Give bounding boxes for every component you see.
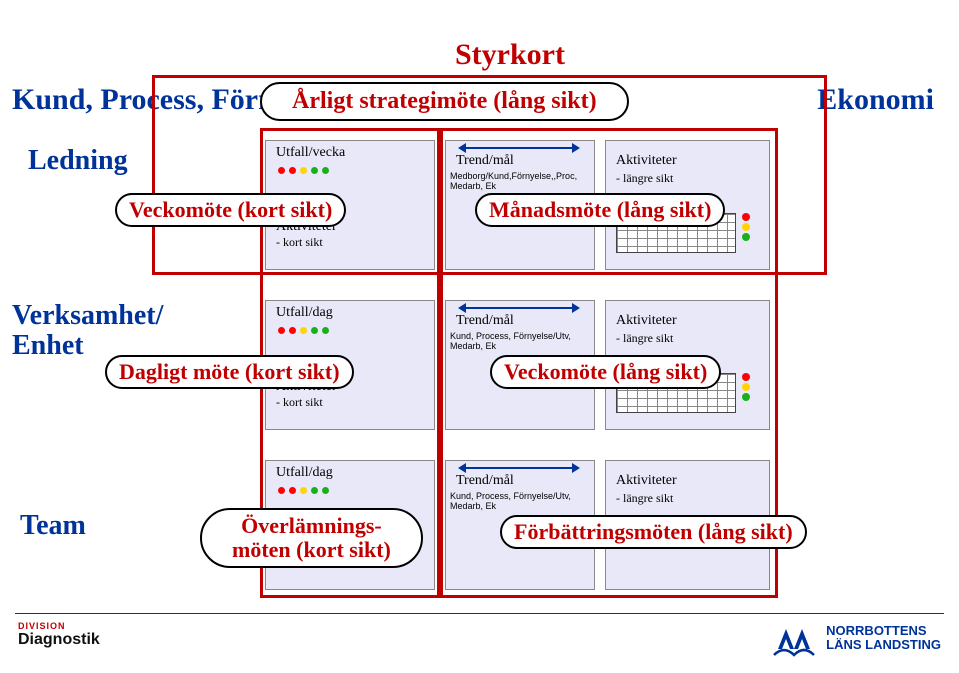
callout-dagligt: Dagligt möte (kort sikt) bbox=[105, 355, 354, 389]
org-line2: LÄNS LANDSTING bbox=[826, 638, 941, 652]
footer-divider bbox=[15, 613, 944, 614]
callout-forbattring: Förbättringsmöten (lång sikt) bbox=[500, 515, 807, 549]
callout-line2: möten (kort sikt) bbox=[232, 537, 391, 562]
slide-canvas: Kund, Process, Förnyelse Ekonomi Ledning… bbox=[0, 20, 959, 613]
title-styrkort: Styrkort bbox=[455, 38, 565, 72]
footer-division-name: Diagnostik bbox=[18, 631, 100, 649]
row-label-verksamhet-1: Verksamhet/ bbox=[12, 300, 163, 332]
org-logo-icon bbox=[772, 619, 816, 657]
callout-strategy: Årligt strategimöte (lång sikt) bbox=[260, 82, 629, 121]
callout-manadsmote: Månadsmöte (lång sikt) bbox=[475, 193, 725, 227]
callout-veckomote-kort: Veckomöte (kort sikt) bbox=[115, 193, 346, 227]
callout-line1: Överlämnings- bbox=[241, 513, 382, 538]
footer-division-label: DIVISION bbox=[18, 621, 100, 631]
footer-right-org: NORRBOTTENS LÄNS LANDSTING bbox=[772, 619, 941, 657]
footer-left-brand: DIVISION Diagnostik bbox=[18, 621, 100, 649]
callout-veckomote-lang: Veckomöte (lång sikt) bbox=[490, 355, 721, 389]
header-right-ekonomi: Ekonomi bbox=[817, 83, 934, 117]
org-line1: NORRBOTTENS bbox=[826, 624, 941, 638]
callout-overlamning: Överlämnings- möten (kort sikt) bbox=[200, 508, 423, 568]
row-label-team: Team bbox=[20, 510, 86, 542]
footer: DIVISION Diagnostik NORRBOTTENS LÄNS LAN… bbox=[0, 613, 959, 673]
row-label-verksamhet-2: Enhet bbox=[12, 330, 84, 362]
row-label-ledning: Ledning bbox=[28, 145, 128, 177]
